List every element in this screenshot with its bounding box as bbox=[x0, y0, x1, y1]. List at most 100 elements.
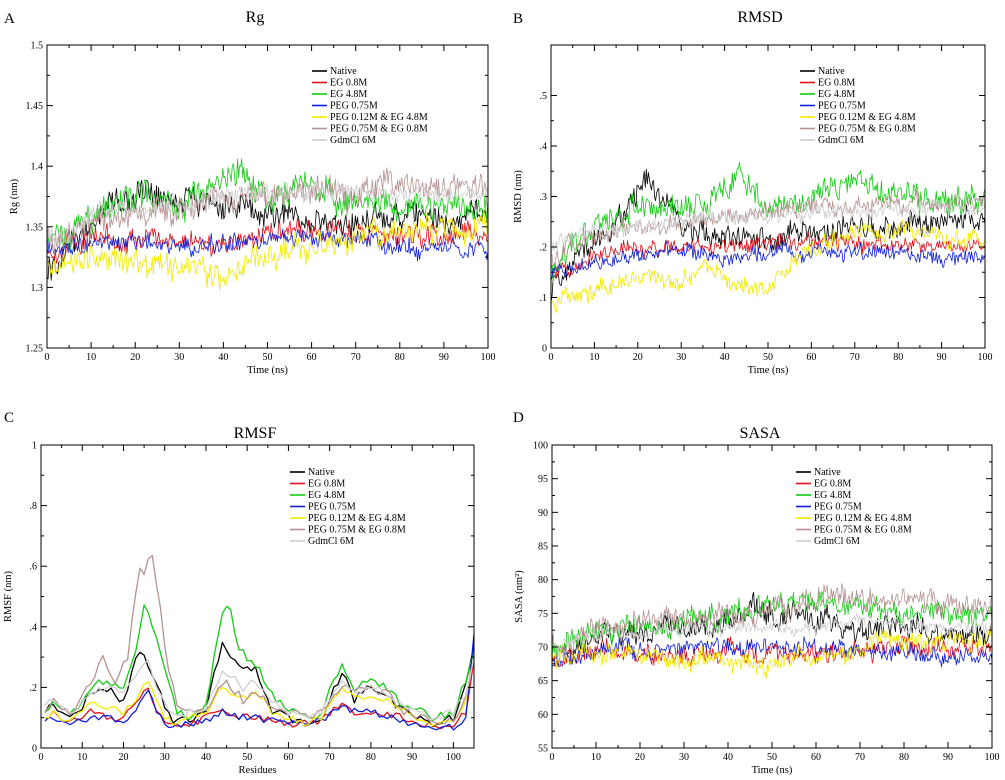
y-axis-label: RMSD (nm) bbox=[513, 170, 524, 223]
series-line-peg-0-75m-eg-0-8m bbox=[552, 583, 992, 663]
x-tick-label: 50 bbox=[763, 352, 773, 363]
y-tick-label: .6 bbox=[30, 562, 38, 573]
y-tick-label: 85 bbox=[538, 542, 548, 553]
x-tick-label: 100 bbox=[978, 352, 993, 363]
x-tick-label: 40 bbox=[720, 352, 730, 363]
x-tick-label: 90 bbox=[943, 752, 953, 763]
x-axis-label: Time (ns) bbox=[748, 365, 789, 376]
x-tick-label: 70 bbox=[855, 752, 865, 763]
x-tick-label: 50 bbox=[767, 752, 777, 763]
x-tick-label: 40 bbox=[723, 752, 733, 763]
x-tick-label: 100 bbox=[985, 752, 1000, 763]
panel-letter: A bbox=[4, 11, 15, 27]
x-tick-label: 50 bbox=[242, 752, 252, 763]
legend-entry: EG 4.8M bbox=[818, 89, 855, 100]
series-line-gdmcl-6m bbox=[552, 613, 992, 650]
x-tick-label: 90 bbox=[439, 352, 449, 363]
series-line-peg-0-75m bbox=[44, 634, 474, 731]
y-tick-label: .2 bbox=[540, 243, 548, 254]
series-line-eg-0-8m bbox=[45, 659, 474, 730]
series-line-native bbox=[44, 641, 474, 728]
legend-entry: PEG 0.12M & EG 4.8M bbox=[330, 112, 428, 123]
y-tick-label: 100 bbox=[533, 441, 548, 452]
x-tick-label: 20 bbox=[633, 352, 643, 363]
x-tick-label: 30 bbox=[679, 752, 689, 763]
legend-entry: EG 4.8M bbox=[330, 89, 367, 100]
series-lines bbox=[551, 161, 985, 313]
y-axis-label: RMSF (nm) bbox=[3, 570, 14, 622]
series-line-peg-0-75m bbox=[551, 240, 985, 280]
panel-a: A Rg 0 10 20 30 40 50 60 70 80 90 100 1.25 1.3 1.35 1.4 1… bbox=[4, 9, 496, 376]
x-tick-label: 10 bbox=[591, 752, 601, 763]
series-line-eg-0-8m bbox=[551, 230, 985, 282]
series-line-peg-0-12m-eg-4-8m bbox=[551, 219, 985, 313]
x-tick-label: 100 bbox=[446, 752, 461, 763]
legend-entry: GdmCl 6M bbox=[818, 135, 864, 146]
series-lines bbox=[552, 583, 992, 680]
panel-b: B RMSD 0 10 20 30 40 50 60 70 80 90 100 0 .1 .2 .3 .4 .5 Ti… bbox=[513, 9, 993, 376]
series-line-gdmcl-6m bbox=[551, 197, 985, 254]
legend-entry: PEG 0.12M & EG 4.8M bbox=[308, 513, 406, 524]
x-tick-label: 0 bbox=[39, 752, 44, 763]
y-tick-label: 75 bbox=[538, 609, 548, 620]
x-tick-label: 10 bbox=[589, 352, 599, 363]
y-tick-label: 55 bbox=[538, 744, 548, 755]
panel-letter: D bbox=[513, 410, 524, 426]
x-tick-label: 30 bbox=[174, 352, 184, 363]
y-tick-label: 1.25 bbox=[26, 344, 44, 355]
x-tick-label: 0 bbox=[45, 352, 50, 363]
y-tick-label: 1.4 bbox=[31, 162, 44, 173]
y-tick-label: 1.45 bbox=[26, 101, 44, 112]
panel-c: C RMSF 0 10 20 30 40 50 60 70 80 90 100 0 .2 .4 .6 .8 1 Res… bbox=[3, 410, 475, 776]
plot-frame bbox=[40, 444, 475, 749]
legend-entry: PEG 0.75M & EG 0.8M bbox=[814, 525, 912, 536]
legend-entry: EG 0.8M bbox=[814, 479, 851, 490]
x-tick-label: 70 bbox=[351, 352, 361, 363]
x-axis-label: Residues bbox=[239, 765, 277, 776]
y-tick-label: 65 bbox=[538, 676, 548, 687]
y-tick-label: 95 bbox=[538, 474, 548, 485]
plot-frame bbox=[551, 444, 993, 749]
legend-entry: PEG 0.12M & EG 4.8M bbox=[814, 513, 912, 524]
x-tick-label: 0 bbox=[550, 752, 555, 763]
series-line-peg-0-12m-eg-4-8m bbox=[552, 628, 992, 680]
legend-entry: PEG 0.75M bbox=[308, 502, 356, 513]
series-line-peg-0-75m-eg-0-8m bbox=[47, 167, 488, 255]
x-tick-label: 30 bbox=[676, 352, 686, 363]
legend-entry: GdmCl 6M bbox=[308, 536, 354, 547]
x-axis-label: Time (ns) bbox=[247, 365, 288, 376]
series-line-native bbox=[47, 179, 488, 281]
y-tick-label: 80 bbox=[538, 575, 548, 586]
x-tick-label: 70 bbox=[325, 752, 335, 763]
legend-entry: PEG 0.75M & EG 0.8M bbox=[330, 124, 428, 135]
legend-entry: PEG 0.75M bbox=[330, 101, 378, 112]
series-line-eg-0-8m bbox=[552, 635, 992, 668]
y-tick-label: .2 bbox=[30, 683, 38, 694]
x-tick-label: 20 bbox=[118, 752, 128, 763]
x-axis-label: Time (ns) bbox=[752, 765, 793, 776]
y-tick-label: 90 bbox=[538, 508, 548, 519]
legend-entry: PEG 0.75M bbox=[818, 101, 866, 112]
y-tick-label: .4 bbox=[540, 142, 548, 153]
y-tick-label: .3 bbox=[540, 192, 548, 203]
legend-entry: PEG 0.12M & EG 4.8M bbox=[818, 112, 916, 123]
chart-title: Rg bbox=[246, 9, 265, 26]
y-tick-label: 70 bbox=[538, 643, 548, 654]
y-tick-label: 60 bbox=[538, 710, 548, 721]
series-line-native bbox=[551, 168, 985, 302]
x-tick-label: 10 bbox=[77, 752, 87, 763]
y-axis-label: Rg (nm) bbox=[9, 178, 20, 214]
y-tick-label: 0 bbox=[32, 744, 37, 755]
legend-entry: Native bbox=[308, 467, 335, 478]
x-tick-label: 70 bbox=[850, 352, 860, 363]
series-line-peg-0-75m-eg-0-8m bbox=[551, 190, 985, 268]
chart-title: SASA bbox=[740, 425, 781, 442]
series-lines bbox=[47, 158, 488, 291]
x-tick-label: 80 bbox=[899, 752, 909, 763]
x-tick-label: 100 bbox=[481, 352, 496, 363]
x-tick-label: 20 bbox=[130, 352, 140, 363]
panel-d: D SASA 0 10 20 30 40 50 60 70 80 90 100 55 60 65 70 75 80 8… bbox=[513, 410, 1000, 776]
series-line-eg-4-8m bbox=[44, 604, 474, 722]
